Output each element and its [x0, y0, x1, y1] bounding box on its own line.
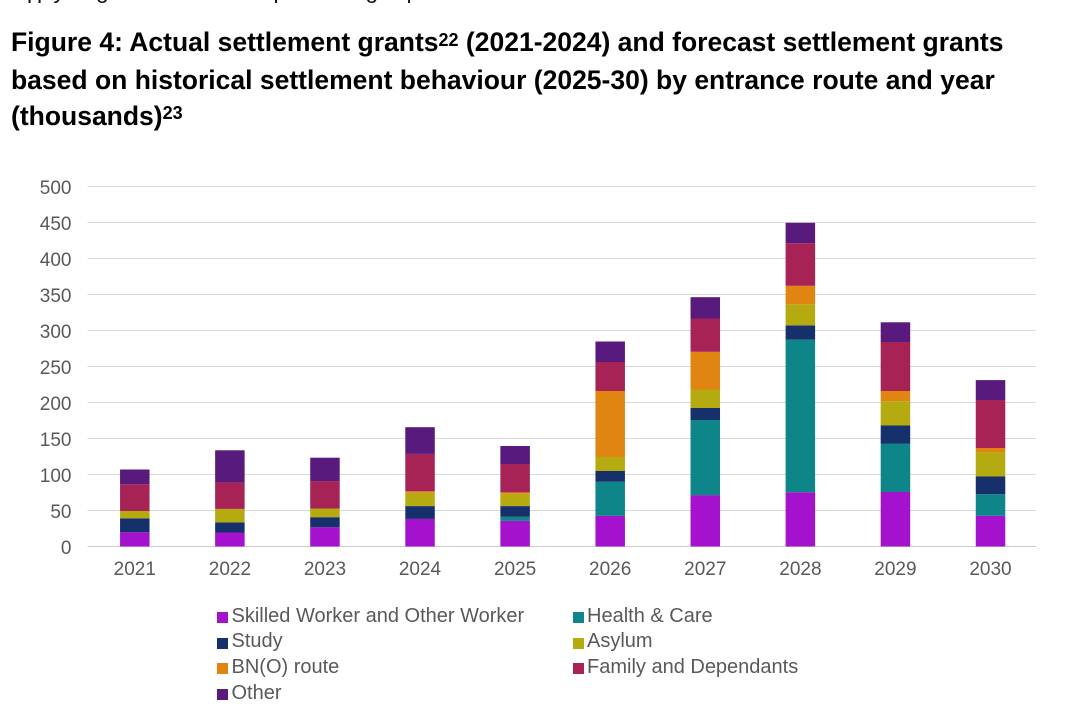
svg-text:2027: 2027 — [684, 559, 726, 580]
svg-text:2022: 2022 — [209, 559, 251, 580]
svg-text:200: 200 — [40, 394, 72, 415]
svg-text:100: 100 — [40, 466, 72, 487]
svg-text:300: 300 — [40, 322, 72, 343]
svg-text:2028: 2028 — [779, 559, 821, 580]
svg-text:2030: 2030 — [969, 559, 1011, 580]
svg-text:400: 400 — [40, 250, 72, 271]
svg-text:350: 350 — [40, 286, 72, 307]
svg-text:2023: 2023 — [304, 559, 346, 580]
svg-text:450: 450 — [40, 214, 72, 235]
svg-text:2026: 2026 — [589, 559, 631, 580]
svg-text:0: 0 — [61, 538, 72, 559]
svg-text:2021: 2021 — [114, 559, 156, 580]
svg-text:150: 150 — [40, 430, 72, 451]
svg-text:2025: 2025 — [494, 559, 536, 580]
svg-text:50: 50 — [50, 502, 71, 523]
svg-text:2029: 2029 — [874, 559, 916, 580]
svg-text:500: 500 — [40, 178, 72, 199]
svg-text:250: 250 — [40, 358, 72, 379]
svg-text:2024: 2024 — [399, 559, 442, 580]
